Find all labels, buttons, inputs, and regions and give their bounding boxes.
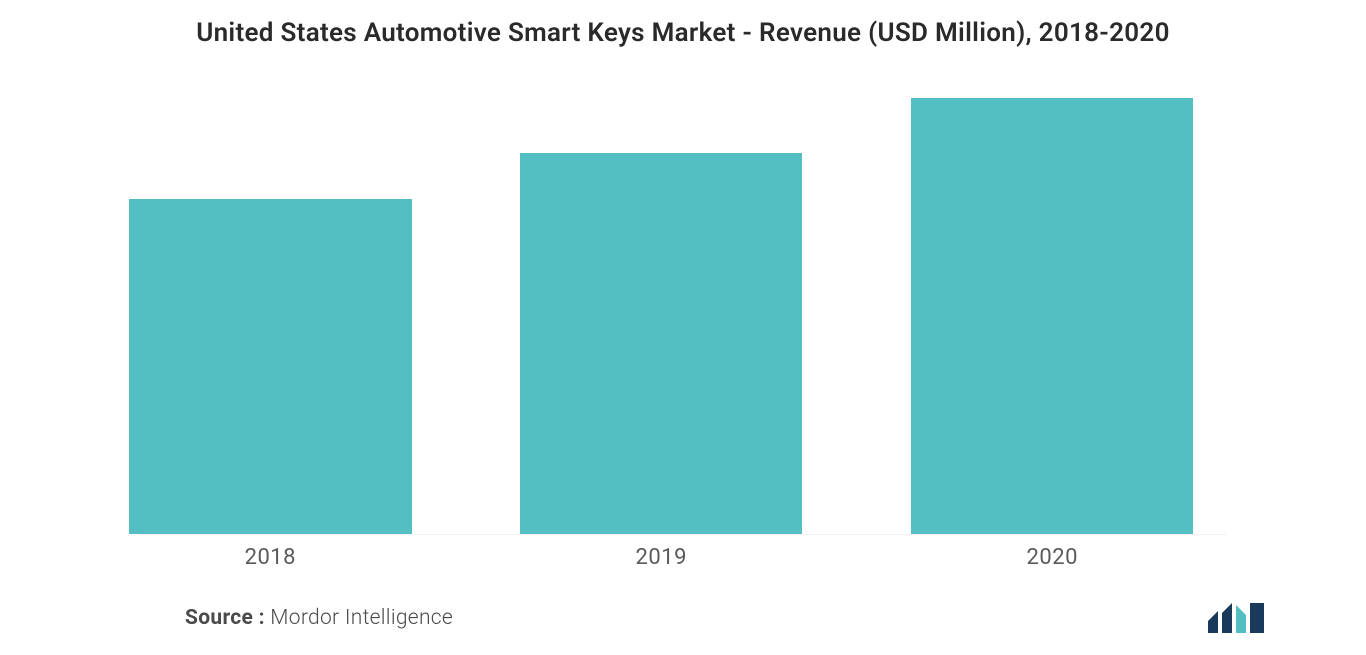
chart-title: United States Automotive Smart Keys Mark… [0, 0, 1366, 58]
bar-2019 [520, 153, 802, 534]
plot-area [140, 75, 1226, 535]
x-axis-labels: 2018 2019 2020 [140, 545, 1226, 575]
source-label: Source : [185, 606, 265, 630]
mordor-logo-icon [1206, 599, 1266, 635]
source-value: Mordor Intelligence [265, 606, 453, 630]
x-label-2019: 2019 [636, 545, 687, 570]
bar-2020 [911, 98, 1193, 534]
bar-2018 [129, 199, 411, 534]
x-label-2018: 2018 [245, 545, 296, 570]
chart-container: United States Automotive Smart Keys Mark… [0, 0, 1366, 655]
x-label-2020: 2020 [1027, 545, 1078, 570]
source-attribution: Source : Mordor Intelligence [185, 606, 453, 630]
